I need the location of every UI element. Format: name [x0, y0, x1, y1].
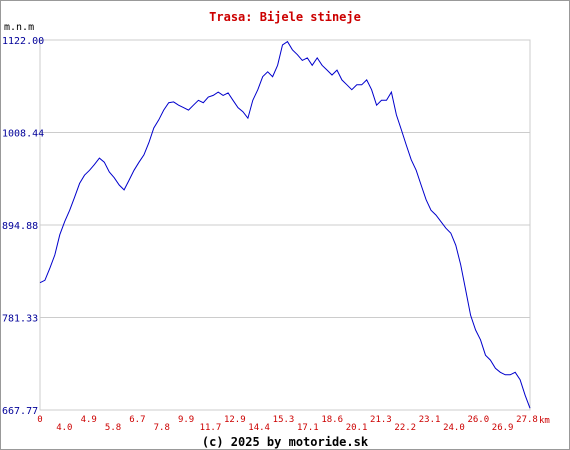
elevation-line: [39, 40, 531, 409]
x-tick-label: 4.9: [81, 415, 97, 425]
x-tick-label: 27.8: [516, 415, 538, 425]
x-tick-label: 22.2: [394, 423, 416, 433]
x-tick-label: 0: [37, 415, 42, 425]
y-tick-label: 894.88: [2, 221, 38, 232]
footer: (c) 2025 by motoride.sk: [202, 435, 369, 449]
x-tick-label: 24.0: [443, 423, 465, 433]
y-axis-label: m.n.m: [4, 22, 34, 33]
x-tick-label: 5.8: [105, 423, 121, 433]
x-unit: km: [539, 416, 550, 426]
x-tick-label: 7.8: [154, 423, 170, 433]
x-tick-label: 20.1: [346, 423, 368, 433]
x-tick-label: 11.7: [200, 423, 222, 433]
x-tick-label: 26.0: [467, 415, 489, 425]
x-tick-label: 26.9: [492, 423, 514, 433]
y-tick-label: 781.33: [2, 313, 38, 324]
x-tick-label: 15.3: [273, 415, 295, 425]
x-tick-label: 14.4: [248, 423, 270, 433]
x-tick-label: 6.7: [129, 415, 145, 425]
x-tick-label: 17.1: [297, 423, 319, 433]
x-tick-label: 9.9: [178, 415, 194, 425]
chart-title: Trasa: Bijele stineje: [209, 10, 361, 24]
x-tick-label: 18.6: [321, 415, 343, 425]
x-tick-label: 23.1: [419, 415, 441, 425]
x-tick-label: 12.9: [224, 415, 246, 425]
y-tick-label: 1008.44: [2, 129, 44, 140]
y-tick-label: 667.77: [2, 406, 38, 417]
x-tick-label: 21.3: [370, 415, 392, 425]
x-tick-label: 4.0: [56, 423, 72, 433]
y-tick-label: 1122.00: [2, 36, 44, 47]
